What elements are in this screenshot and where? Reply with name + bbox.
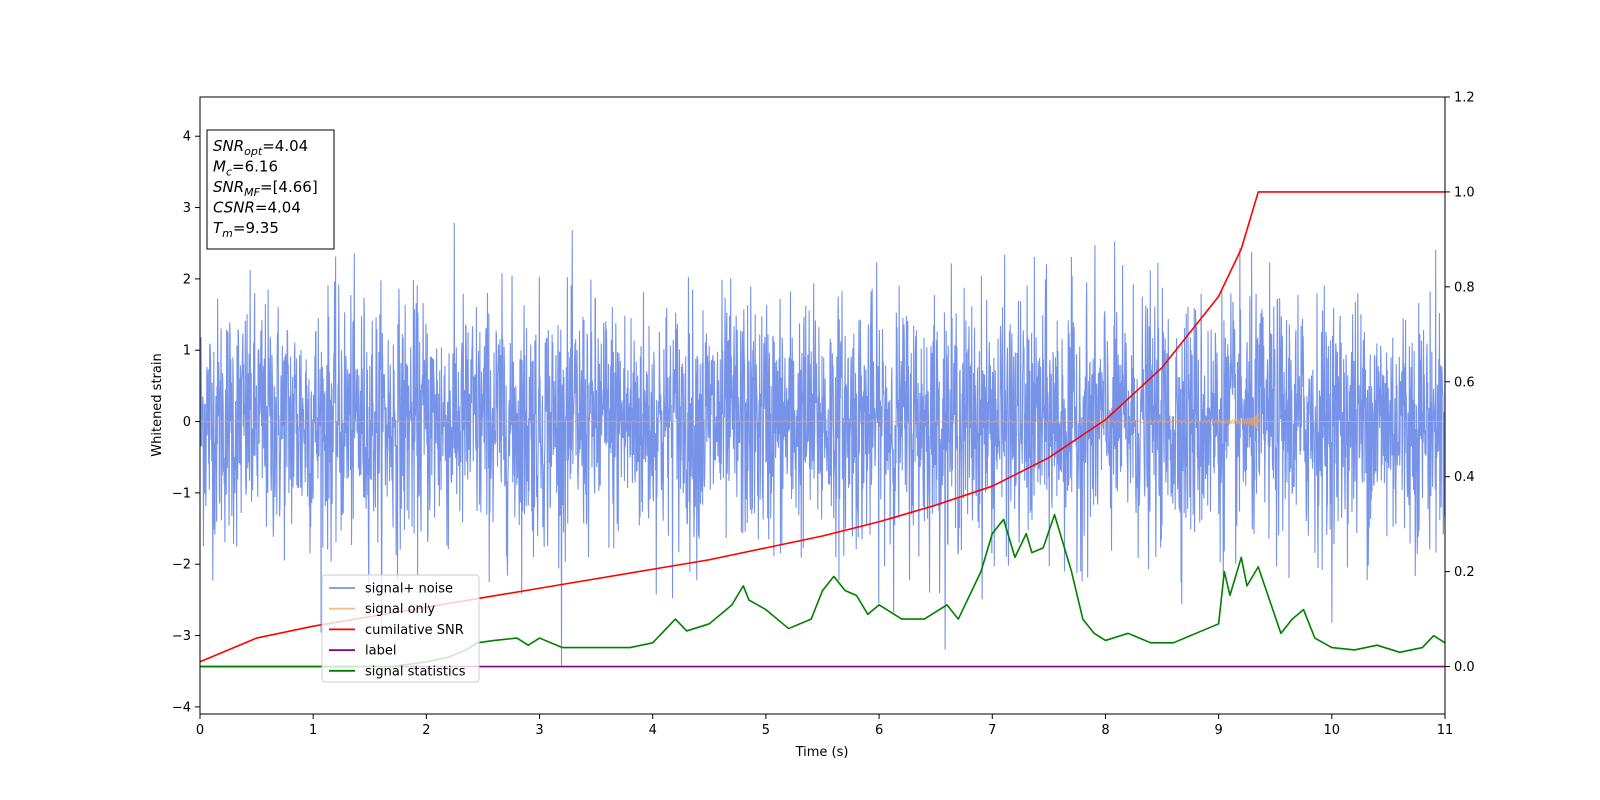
x-tick-label: 4	[649, 723, 657, 738]
y2-tick-label: 0.4	[1454, 470, 1475, 485]
info-line: Mc=6.16	[213, 158, 278, 179]
y-tick-label: 3	[183, 201, 191, 216]
info-symbol: T	[213, 219, 224, 237]
x-tick-label: 6	[875, 723, 883, 738]
y2-tick-label: 0.6	[1454, 375, 1475, 390]
legend-label-signal-statistics: signal statistics	[365, 664, 466, 679]
y2-tick-label: 1.0	[1454, 185, 1475, 200]
x-tick-label: 9	[1214, 723, 1222, 738]
info-value: =9.35	[233, 219, 279, 237]
y2-tick-label: 1.2	[1454, 91, 1475, 106]
info-subscript: MF	[244, 186, 260, 199]
info-symbol: SNR	[213, 178, 244, 196]
y2-tick-label: 0.8	[1454, 280, 1475, 295]
info-line: SNRopt=4.04	[213, 137, 308, 158]
x-tick-label: 7	[988, 723, 996, 738]
y-tick-label: −3	[172, 629, 191, 644]
legend-label-label: label	[365, 644, 396, 659]
y-axis-label: Whitened strain	[150, 353, 165, 456]
info-symbol: CSNR	[213, 199, 255, 217]
info-line: CSNR=4.04	[213, 199, 301, 217]
axes: 0 1 2 3 4 5 6 7 8 9 10 11 −4 −3 −2 −1 0 1 2 3 4 0.0 0.2 0.4 0.6 0…	[172, 91, 1475, 739]
info-value: =4.04	[262, 137, 308, 155]
x-axis-label: Time (s)	[795, 745, 849, 760]
series-signal-noise	[200, 222, 1445, 666]
y-tick-label: 2	[183, 272, 191, 287]
info-line: SNRMF=[4.66]	[213, 178, 318, 199]
legend-label-cumilative-snr: cumilative SNR	[365, 623, 464, 638]
info-box-frame	[206, 129, 335, 250]
info-value: =6.16	[232, 158, 278, 176]
y-tick-label: −2	[172, 558, 191, 573]
y-tick-label: −4	[172, 700, 191, 715]
x-tick-label: 5	[762, 723, 770, 738]
info-value: =4.04	[255, 199, 301, 217]
legend-label-signal-noise: signal+ noise	[365, 582, 453, 597]
x-tick-label: 0	[196, 723, 204, 738]
info-symbol: SNR	[213, 137, 244, 155]
info-value: =[4.66]	[260, 178, 318, 196]
legend: signal+ noise signal only cumilative SNR la…	[321, 574, 480, 683]
x-tick-label: 8	[1101, 723, 1109, 738]
y-tick-label: 4	[183, 130, 191, 145]
x-tick-label: 10	[1324, 723, 1341, 738]
legend-label-signal-only: signal only	[365, 602, 435, 617]
y-tick-label: 1	[183, 344, 191, 359]
info-subscript: m	[222, 227, 233, 240]
x-tick-label: 1	[309, 723, 317, 738]
x-tick-label: 2	[422, 723, 430, 738]
info-box: SNRopt=4.04Mc=6.16SNRMF=[4.66]CSNR=4.04T…	[206, 129, 335, 250]
y-tick-label: −1	[172, 486, 191, 501]
info-subscript: opt	[244, 145, 263, 158]
info-symbol: M	[213, 158, 226, 176]
series-signal-only	[200, 412, 1445, 431]
info-subscript: c	[226, 166, 232, 179]
info-line: Tm=9.35	[213, 219, 279, 240]
x-tick-label: 3	[535, 723, 543, 738]
plot-frame	[199, 96, 1446, 715]
legend-frame	[321, 574, 480, 683]
x-tick-label: 11	[1437, 723, 1454, 738]
series-signal-statistics	[200, 513, 1445, 668]
y2-tick-label: 0.2	[1454, 565, 1475, 580]
y2-tick-label: 0.0	[1454, 660, 1475, 675]
y-tick-label: 0	[183, 415, 191, 430]
